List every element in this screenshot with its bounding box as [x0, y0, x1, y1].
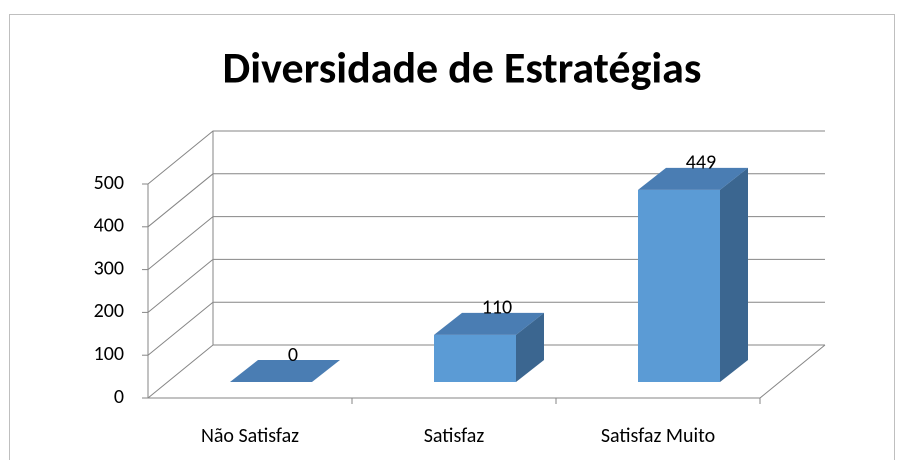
y-tick-label: 500: [94, 171, 124, 195]
data-label: 449: [686, 151, 716, 175]
bar-front: [638, 189, 720, 382]
x-tick-label: Satisfaz: [424, 424, 485, 448]
bar-top: [434, 312, 544, 335]
bar-top: [638, 167, 748, 190]
y-tick-label: 0: [114, 385, 124, 409]
bar: [434, 312, 544, 382]
grid-line: [147, 130, 825, 185]
y-tick-label: 200: [94, 299, 124, 323]
data-label: 110: [482, 296, 512, 320]
x-tick-label: Não Satisfaz: [201, 424, 299, 448]
y-tick-label: 100: [94, 342, 124, 366]
chart-title: Diversidade de Estratégias: [223, 41, 702, 95]
grid-line: [147, 301, 825, 356]
bar-side: [516, 312, 544, 382]
bar-top: [230, 360, 340, 382]
bar-front: [434, 334, 516, 382]
bar: [638, 167, 748, 382]
grid-line: [147, 216, 825, 270]
y-tick-label: 300: [94, 256, 124, 280]
grid-line: [147, 258, 825, 313]
data-label: 0: [288, 343, 298, 367]
grid-line: [147, 173, 825, 228]
bar: [230, 360, 340, 382]
x-tick-label: Satisfaz Muito: [601, 424, 715, 448]
grid-line: [147, 344, 825, 399]
bar-side: [720, 167, 748, 382]
y-tick-label: 400: [94, 214, 124, 238]
